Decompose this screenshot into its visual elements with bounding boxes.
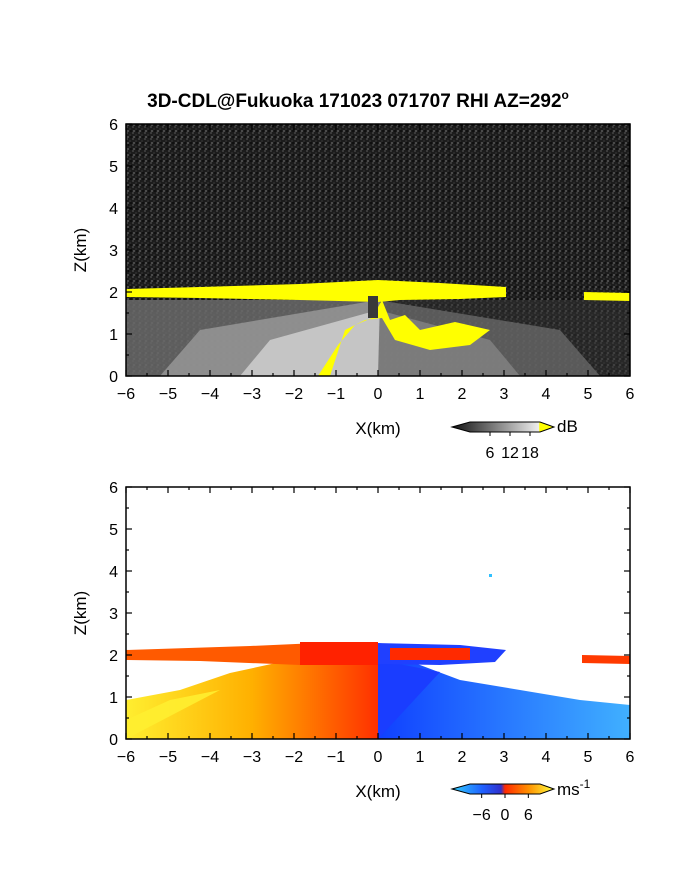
x-tick-label: 5 (584, 749, 593, 766)
colorbar-tick-label: 6 (524, 807, 533, 824)
x-tick-label: 1 (416, 749, 425, 766)
reflectivity-colorbar-unit: dB (557, 417, 578, 436)
y-tick-label: 1 (109, 690, 118, 707)
x-tick-label: 4 (542, 386, 551, 403)
velocity-xlabel: X(km) (355, 782, 400, 801)
y-tick-label: 3 (109, 243, 118, 260)
x-tick-label: −5 (159, 749, 177, 766)
reflectivity-colorbar: dB 6 12 18 (450, 417, 578, 462)
velocity-ylabel: Z(km) (71, 591, 90, 635)
y-tick-label: 5 (109, 522, 118, 539)
x-tick-label: 0 (374, 386, 383, 403)
y-tick-label: 4 (109, 564, 118, 581)
colorbar-tick-label: 6 (486, 445, 495, 462)
x-tick-label: −1 (327, 749, 345, 766)
x-tick-label: −6 (117, 386, 135, 403)
y-tick-label: 4 (109, 201, 118, 218)
reflectivity-colorbar-bar (450, 421, 556, 433)
colorbar-tick-label: 12 (501, 445, 519, 462)
reflectivity-ylabel: Z(km) (71, 228, 90, 272)
x-tick-label: −4 (201, 386, 219, 403)
velocity-colorbar-bar (450, 783, 556, 795)
x-tick-label: −1 (327, 386, 345, 403)
x-tick-label: 6 (626, 386, 635, 403)
x-tick-label: 3 (500, 386, 509, 403)
x-tick-label: 3 (500, 749, 509, 766)
x-tick-label: −3 (243, 386, 261, 403)
velocity-colorbar: ms-1 −6 0 6 (450, 777, 591, 824)
y-tick-label: 0 (109, 732, 118, 749)
x-tick-label: 1 (416, 386, 425, 403)
x-tick-label: −4 (201, 749, 219, 766)
x-tick-label: 2 (458, 749, 467, 766)
x-tick-label: 0 (374, 749, 383, 766)
x-tick-label: −3 (243, 749, 261, 766)
colorbar-tick-label: 0 (501, 807, 510, 824)
x-tick-label: 2 (458, 386, 467, 403)
y-tick-label: 3 (109, 606, 118, 623)
y-tick-label: 0 (109, 369, 118, 386)
figure-title: 3D-CDL@Fukuoka 171023 071707 RHI AZ=292o (147, 88, 569, 112)
velocity-ticks: −6 −5 −4 −3 −2 −1 0 1 2 3 4 5 6 0 1 2 3 4 5 6 (109, 480, 634, 766)
reflectivity-ticks: −6 −5 −4 −3 −2 −1 0 1 2 3 4 5 6 0 1 2 3 4 5 6 (109, 117, 634, 403)
x-tick-label: 6 (626, 749, 635, 766)
x-tick-label: −5 (159, 386, 177, 403)
y-tick-label: 1 (109, 327, 118, 344)
x-tick-label: 4 (542, 749, 551, 766)
y-tick-label: 5 (109, 159, 118, 176)
y-tick-label: 6 (109, 480, 118, 497)
reflectivity-xlabel: X(km) (355, 419, 400, 438)
x-tick-label: −6 (117, 749, 135, 766)
reflectivity-image (126, 124, 630, 376)
velocity-colorbar-unit: ms-1 (557, 777, 591, 799)
x-tick-label: −2 (285, 386, 303, 403)
x-tick-label: 5 (584, 386, 593, 403)
y-tick-label: 6 (109, 117, 118, 134)
y-tick-label: 2 (109, 285, 118, 302)
y-tick-label: 2 (109, 648, 118, 665)
colorbar-tick-label: 18 (521, 445, 539, 462)
velocity-image (126, 487, 630, 739)
colorbar-tick-label: −6 (473, 807, 491, 824)
x-tick-label: −2 (285, 749, 303, 766)
